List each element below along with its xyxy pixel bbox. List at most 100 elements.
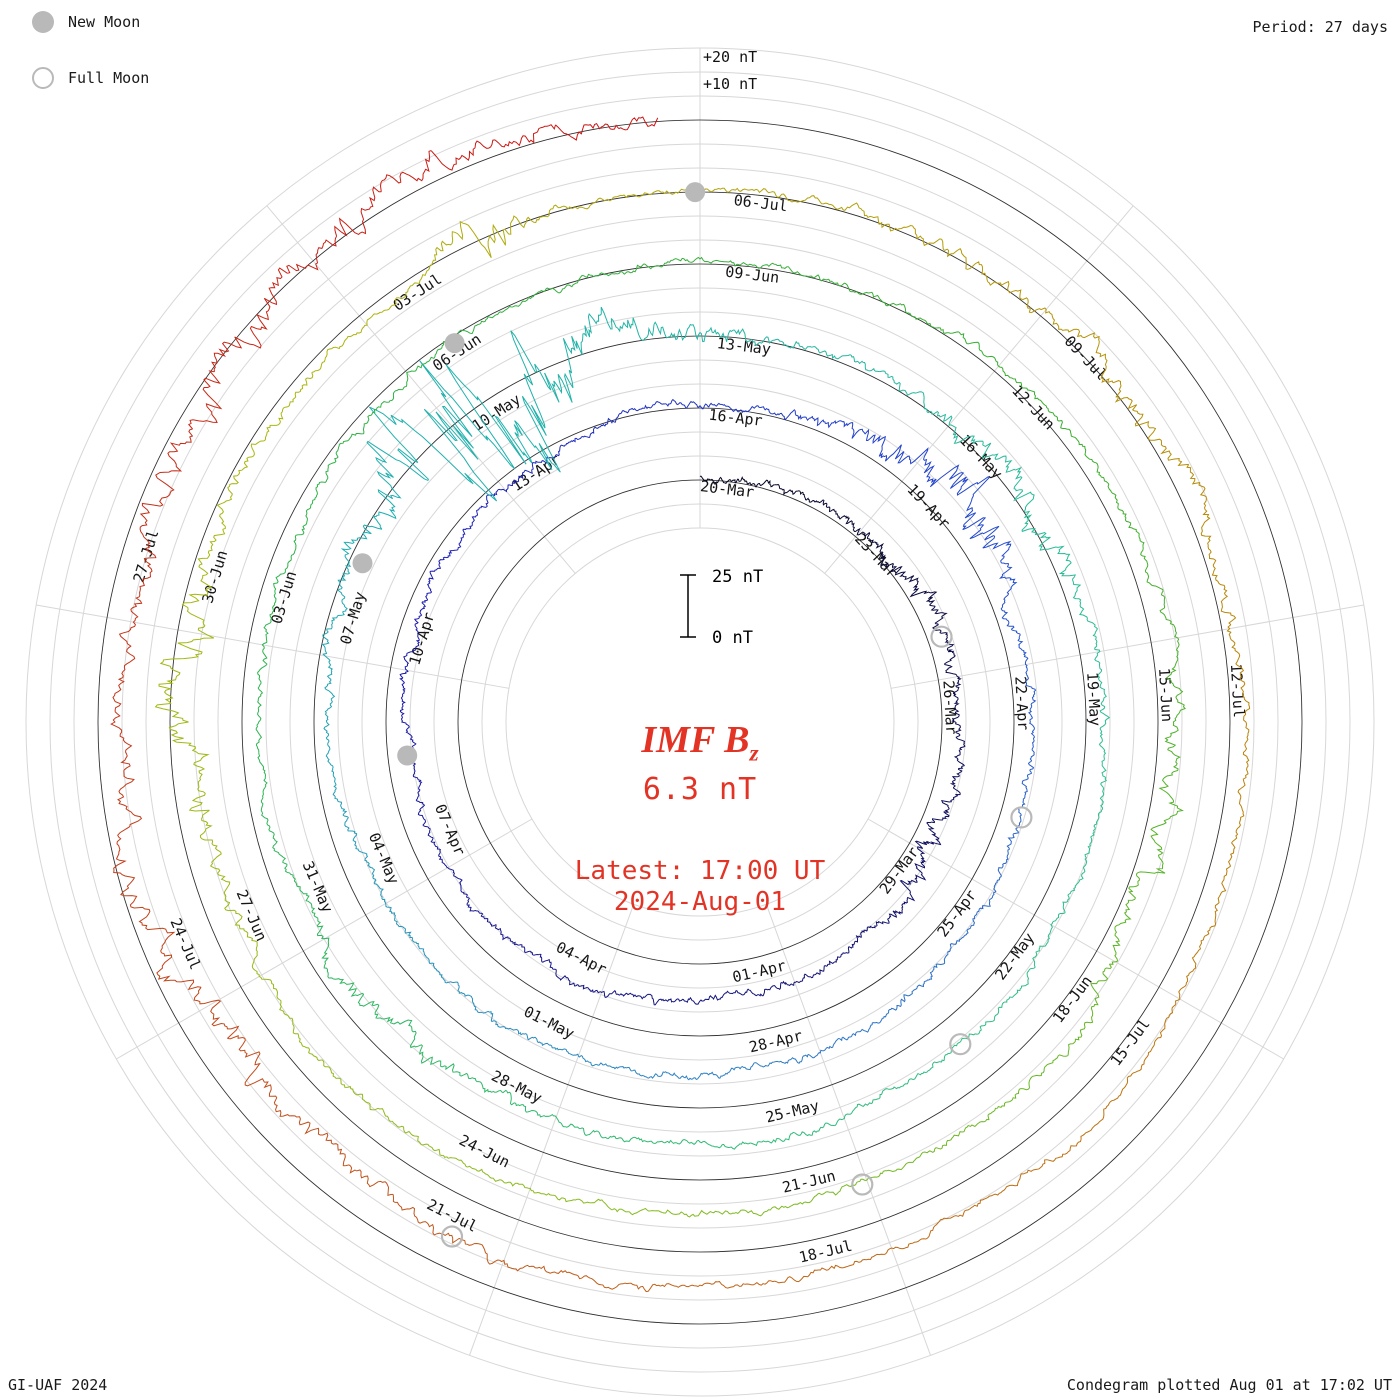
bz-trace-segment [379, 150, 432, 192]
bz-trace-segment [280, 372, 314, 416]
bz-trace-segment [842, 515, 864, 536]
bz-trace-segment [1097, 777, 1108, 819]
bz-trace-segment [598, 263, 645, 277]
bz-trace-segment [155, 428, 194, 479]
date-label: 21-Jul [424, 1195, 480, 1235]
bz-trace-segment [952, 681, 962, 709]
full-moon-icon [32, 67, 54, 89]
bz-trace-segment [112, 653, 136, 712]
bz-trace-segment [899, 880, 916, 914]
bz-trace-segment [909, 585, 938, 607]
bz-trace-segment [1025, 668, 1037, 703]
bz-trace-segment [839, 1024, 873, 1042]
bz-trace-segment [1098, 735, 1107, 779]
bz-trace-segment [667, 1072, 705, 1081]
date-label: 28-May [488, 1067, 544, 1107]
scale-bar-top-label: 25 nT [712, 567, 763, 587]
bz-trace-segment [660, 1281, 718, 1288]
full-moon-marker [440, 1225, 464, 1248]
bz-spiral-trace [110, 116, 1251, 1293]
bz-trace-segment [700, 990, 729, 1002]
grid-spoke [469, 904, 635, 1356]
date-label: 27-Jun [233, 887, 271, 944]
bz-trace-segment [357, 992, 395, 1025]
rotation-baseline [97, 119, 1303, 1325]
bz-trace-segment [546, 1269, 603, 1286]
full-moon-marker [930, 625, 953, 648]
bz-trace-segment [943, 1033, 978, 1061]
bz-trace-segment [748, 479, 775, 488]
bz-trace-segment [382, 1110, 422, 1145]
bz-trace-segment [118, 596, 143, 655]
bz-trace-segment [773, 1054, 809, 1065]
full-moon-marker [1010, 806, 1033, 829]
bz-trace-segment [643, 257, 691, 270]
bz-trace-segment [1199, 896, 1220, 950]
bz-trace-segment [1067, 857, 1088, 896]
bz-trace-segment [177, 602, 215, 659]
bz-trace-segment [324, 669, 336, 709]
rotation-baseline [241, 263, 1159, 1181]
bz-trace-segment [563, 1197, 613, 1211]
bz-trace-segment [1162, 734, 1181, 783]
bz-trace-segment [1177, 948, 1201, 1001]
bz-trace-segment [207, 502, 226, 556]
bz-trace-segment [618, 116, 659, 131]
bz-trace-segment [515, 1182, 564, 1201]
bz-trace-segment [257, 752, 268, 798]
bz-trace-segment [807, 1038, 840, 1059]
date-label: 15-Jun [1155, 667, 1176, 722]
grid-spoke [867, 818, 1284, 1060]
bz-trace-segment [377, 884, 396, 918]
bz-trace-segment [110, 711, 133, 771]
bz-trace-segment [828, 278, 874, 295]
bz-trace-segment [653, 321, 695, 342]
bz-trace-segment [1000, 606, 1021, 637]
bz-trace-segment [154, 657, 192, 710]
bz-trace-segment [438, 539, 463, 562]
bz-trace-segment [913, 316, 960, 334]
bz-trace-segment [1152, 782, 1184, 829]
grid-spoke [36, 604, 510, 689]
date-label: 24-Jun [456, 1131, 512, 1171]
bz-trace-segment [900, 980, 927, 1006]
bz-trace-segment [269, 575, 280, 620]
date-label: 06-Jul [733, 191, 789, 215]
bz-trace-segment [350, 304, 393, 337]
bz-trace-segment [199, 809, 222, 863]
bz-trace-segment [392, 1194, 438, 1236]
bz-trace-segment [343, 1164, 394, 1196]
bz-trace-segment [1211, 572, 1237, 625]
bz-trace-segment [463, 1072, 504, 1094]
bz-trace-segment [476, 489, 499, 513]
date-label: 24-Jul [167, 915, 205, 972]
bz-trace-segment [257, 663, 268, 709]
bz-trace-segment [399, 677, 406, 709]
radial-label-plus20: +20 nT [703, 48, 757, 66]
bz-trace-segment [423, 825, 442, 852]
bz-trace-segment [872, 293, 914, 318]
bz-trace-segment [862, 531, 885, 551]
bz-trace-segment [859, 428, 886, 458]
bz-trace-segment [672, 996, 702, 1005]
bz-trace-segment [604, 407, 634, 427]
bz-trace-segment [1118, 1049, 1152, 1097]
bz-trace-segment [810, 1182, 858, 1203]
bz-trace-segment [415, 796, 427, 827]
bz-trace-segment [809, 960, 835, 979]
bz-trace-segment [394, 917, 420, 946]
bz-trace-segment [783, 266, 829, 282]
date-label: 03-Jul [390, 270, 445, 315]
bz-trace-segment [1021, 769, 1032, 803]
bz-trace-segment [631, 188, 686, 198]
bz-trace-segment [372, 489, 402, 530]
bz-trace-segment [1099, 694, 1111, 737]
bz-trace-segment [1124, 872, 1140, 920]
bz-trace-segment [738, 1061, 774, 1071]
bz-trace-segment [738, 188, 793, 203]
bz-trace-segment [1017, 636, 1029, 670]
date-label: 31-May [299, 858, 337, 915]
bz-trace-segment [782, 973, 811, 987]
bz-trace-segment [926, 811, 950, 840]
bz-trace-segment [1013, 466, 1035, 513]
